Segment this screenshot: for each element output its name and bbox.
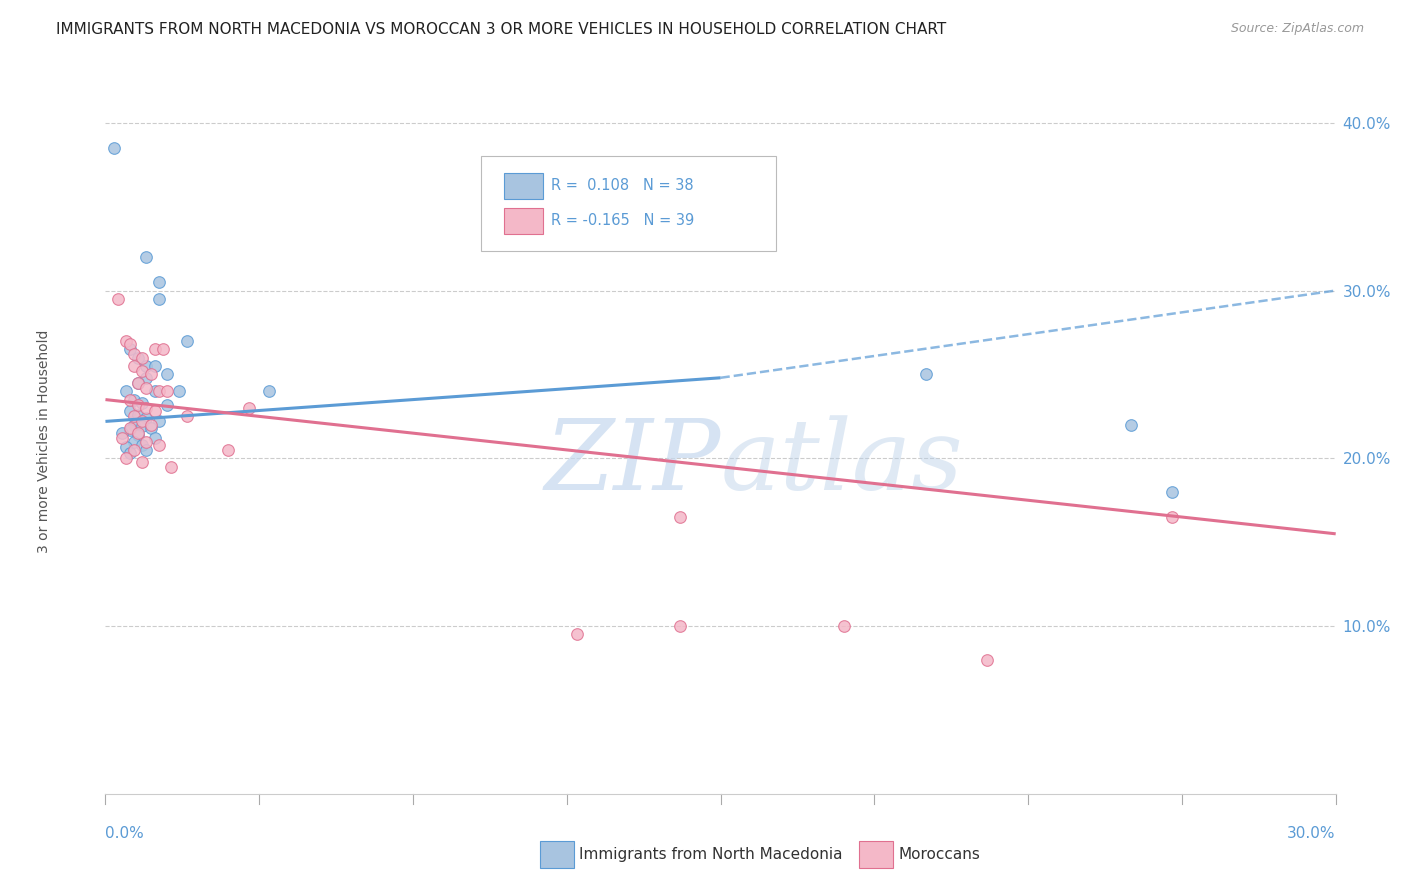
Point [135,371,157,385]
Point [120,404,141,418]
Point [156,384,179,399]
Point [127,426,149,441]
Point [131,438,153,452]
Point [135,401,157,415]
FancyBboxPatch shape [481,156,776,252]
Point [238,401,260,415]
Point [111,426,134,441]
Point [135,442,157,457]
Point [131,396,153,410]
Point [107,292,129,306]
Point [832,619,855,633]
Point [135,250,157,264]
Point [976,653,998,667]
Point [143,384,166,399]
Point [668,619,690,633]
Text: Moroccans: Moroccans [898,847,980,862]
Point [148,292,170,306]
Point [120,392,141,407]
Point [1119,417,1142,432]
Point [139,421,162,435]
Point [131,414,153,428]
Point [120,343,141,357]
FancyBboxPatch shape [505,209,543,235]
Point [914,368,936,382]
Point [135,381,157,395]
Text: 3 or more Vehicles in Household: 3 or more Vehicles in Household [37,330,51,553]
Point [169,384,191,399]
Point [152,343,174,357]
Text: R = -0.165   N = 39: R = -0.165 N = 39 [551,213,695,228]
Point [127,376,149,390]
Point [156,398,179,412]
Point [1160,510,1182,524]
Point [111,431,134,445]
Point [120,446,141,460]
Point [115,440,138,454]
Point [143,343,166,357]
Point [122,359,145,373]
Text: Immigrants from North Macedonia: Immigrants from North Macedonia [579,847,842,862]
Text: ZIP: ZIP [544,415,721,510]
Point [127,408,149,422]
Point [120,337,141,351]
Text: Source: ZipAtlas.com: Source: ZipAtlas.com [1230,22,1364,36]
Point [139,368,162,382]
Point [120,421,141,435]
Point [148,275,170,289]
Point [131,455,153,469]
Point [156,368,179,382]
Point [131,419,153,434]
Point [135,359,157,373]
Point [135,411,157,425]
Point [259,384,281,399]
Point [127,376,149,390]
Point [148,414,170,428]
Point [176,334,198,348]
Point [115,384,138,399]
Point [143,431,166,445]
Text: R =  0.108   N = 38: R = 0.108 N = 38 [551,178,693,194]
Point [1160,484,1182,499]
Point [668,510,690,524]
Point [176,409,198,424]
Point [139,417,162,432]
Point [218,442,240,457]
Point [127,427,149,442]
Point [131,351,153,365]
Point [122,392,145,407]
Text: IMMIGRANTS FROM NORTH MACEDONIA VS MOROCCAN 3 OR MORE VEHICLES IN HOUSEHOLD CORR: IMMIGRANTS FROM NORTH MACEDONIA VS MOROC… [56,22,946,37]
FancyBboxPatch shape [505,173,543,199]
Point [135,434,157,449]
Text: 30.0%: 30.0% [1288,826,1336,840]
Point [115,334,138,348]
Point [122,417,145,432]
Point [131,364,153,378]
Point [127,398,149,412]
Point [103,141,125,155]
Point [565,627,588,641]
Point [120,423,141,437]
Point [127,351,149,365]
Point [160,459,183,474]
Point [115,451,138,466]
Point [148,438,170,452]
Point [143,404,166,418]
Text: atlas: atlas [721,415,963,510]
Point [122,347,145,361]
Point [122,434,145,449]
Point [122,409,145,424]
Point [143,359,166,373]
Point [148,384,170,399]
Text: 0.0%: 0.0% [105,826,145,840]
Point [122,442,145,457]
